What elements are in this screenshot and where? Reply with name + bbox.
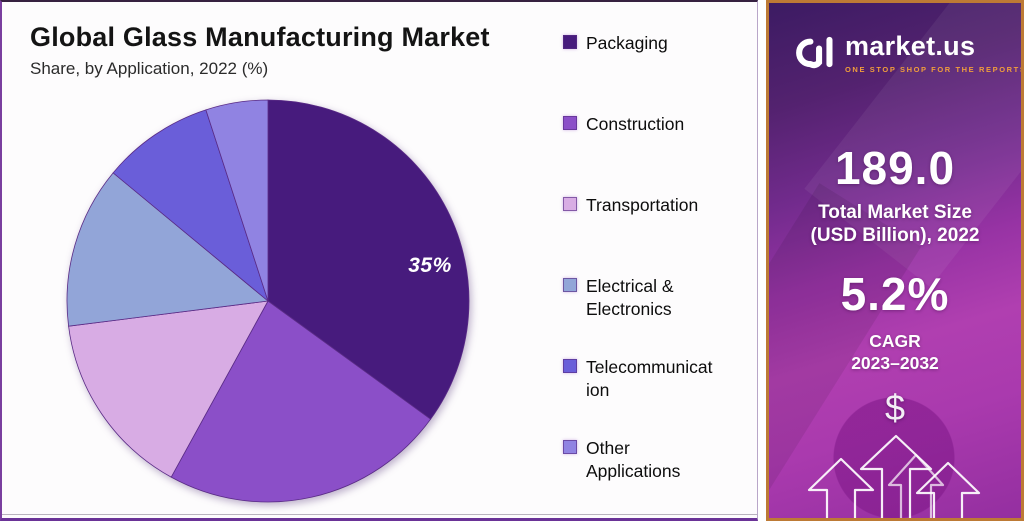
pie-slice-data-label: 35% (408, 254, 452, 277)
pie-slice-transportation (68, 300, 269, 478)
cagr-label-line1: CAGR (869, 331, 921, 351)
cagr-label-line2: 2023–2032 (851, 352, 939, 373)
pie-slice-construction (170, 300, 432, 503)
chart-title: Global Glass Manufacturing Market (30, 22, 490, 52)
brand-tagline: ONE STOP SHOP FOR THE REPORTS (845, 65, 1024, 74)
brand-text: market.us ONE STOP SHOP FOR THE REPORTS (845, 29, 1024, 74)
legend-item: Transportation (563, 194, 715, 275)
legend-swatch-icon (563, 197, 577, 211)
legend-item: Telecommunication (563, 356, 715, 437)
legend-swatch-icon (563, 35, 577, 49)
brand-header: market.us ONE STOP SHOP FOR THE REPORTS (787, 29, 1024, 75)
legend-label: Transportation (586, 195, 699, 215)
legend-label: Electrical & Electronics (586, 276, 674, 320)
legend-item: Construction (563, 113, 715, 194)
brand-panel: market.us ONE STOP SHOP FOR THE REPORTS … (766, 0, 1024, 521)
legend-label: Construction (586, 114, 685, 134)
dollar-icon: $ (884, 387, 906, 428)
legend-item: Other Applications (563, 437, 715, 518)
pie-slice-electrical-electronics (66, 172, 269, 327)
legend-item: Electrical & Electronics (563, 275, 715, 356)
legend-swatch-icon (563, 440, 577, 454)
legend-label: Telecommunication (586, 357, 713, 401)
chart-subtitle: Share, by Application, 2022 (%) (30, 59, 269, 78)
legend-swatch-icon (563, 359, 577, 373)
cagr-value: 5.2% (840, 268, 950, 320)
legend-swatch-icon (563, 278, 577, 292)
legend-item: Packaging (563, 32, 715, 113)
growth-arrows-icon (807, 434, 981, 518)
marketus-logo-icon (796, 36, 833, 69)
market-size-value: 189.0 (834, 142, 956, 194)
pie-slice-other-applications (205, 99, 269, 302)
market-size-label-line2: (USD Billion), 2022 (810, 225, 980, 247)
chart-area: Global Glass Manufacturing Market Share,… (0, 0, 758, 521)
brand-name: market.us (845, 31, 976, 61)
divider-gap (759, 0, 766, 521)
legend-label: Other Applications (586, 438, 681, 482)
legend-label: Packaging (586, 33, 668, 53)
pie-slice-packaging (267, 99, 470, 420)
chart-legend: Packaging Construction Transportation Elect… (563, 32, 715, 518)
market-size-label-line1: Total Market Size (818, 202, 972, 223)
chart-header: Global Glass Manufacturing Market Share,… (30, 22, 490, 79)
cagr-label: CAGR 2023–2032 (769, 331, 1021, 375)
pie-chart (66, 99, 470, 503)
pie-slice-telecommunication (112, 109, 269, 303)
market-size-label: Total Market Size (USD Billion), 2022 (769, 201, 1021, 247)
legend-swatch-icon (563, 116, 577, 130)
